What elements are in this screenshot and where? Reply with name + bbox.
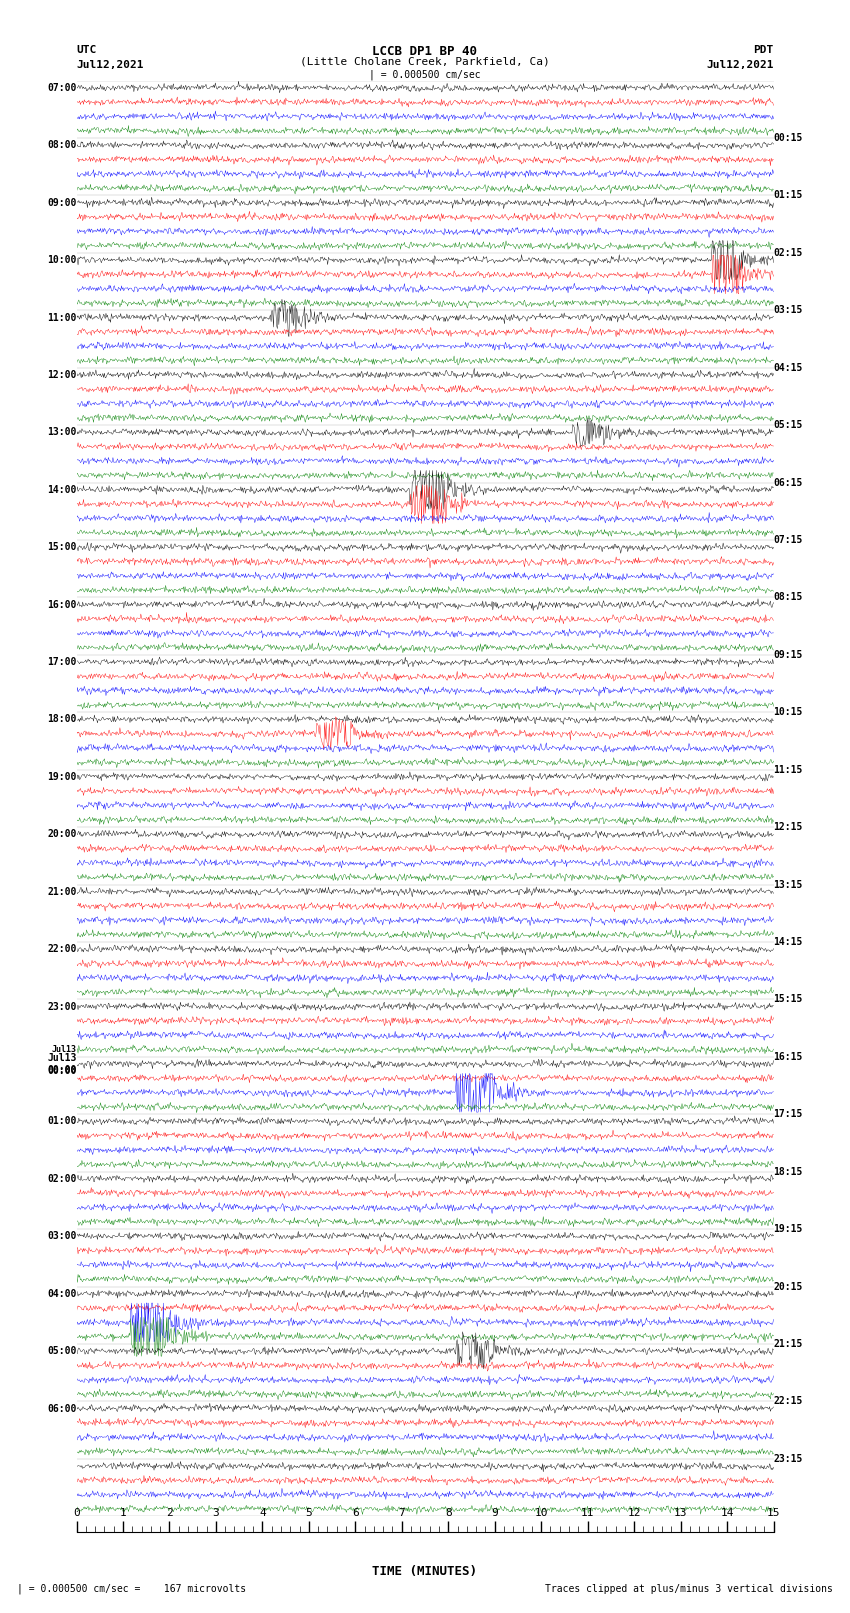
Text: 05:00: 05:00	[47, 1347, 76, 1357]
Text: | = 0.000500 cm/sec: | = 0.000500 cm/sec	[369, 69, 481, 81]
Text: 03:15: 03:15	[774, 305, 803, 315]
Text: 15:00: 15:00	[47, 542, 76, 552]
Text: Traces clipped at plus/minus 3 vertical divisions: Traces clipped at plus/minus 3 vertical …	[545, 1584, 833, 1594]
Text: 06:15: 06:15	[774, 477, 803, 487]
Text: 07:15: 07:15	[774, 536, 803, 545]
Text: 18:15: 18:15	[774, 1166, 803, 1176]
Text: 16:00: 16:00	[47, 600, 76, 610]
Text: LCCB DP1 BP 40: LCCB DP1 BP 40	[372, 45, 478, 58]
Text: | = 0.000500 cm/sec =    167 microvolts: | = 0.000500 cm/sec = 167 microvolts	[17, 1584, 246, 1595]
Text: 17:15: 17:15	[774, 1110, 803, 1119]
Text: 18:00: 18:00	[47, 715, 76, 724]
Text: 11:15: 11:15	[774, 765, 803, 774]
Text: 21:00: 21:00	[47, 887, 76, 897]
Text: 20:15: 20:15	[774, 1282, 803, 1292]
Text: 09:15: 09:15	[774, 650, 803, 660]
Text: 07:00: 07:00	[47, 82, 76, 94]
Text: 14:00: 14:00	[47, 486, 76, 495]
Text: 10:00: 10:00	[47, 255, 76, 265]
Text: 00:00: 00:00	[47, 1066, 76, 1076]
Text: 23:15: 23:15	[774, 1453, 803, 1463]
Text: Jul13
00:00: Jul13 00:00	[47, 1053, 76, 1074]
Text: 21:15: 21:15	[774, 1339, 803, 1348]
Text: 13:15: 13:15	[774, 879, 803, 889]
Text: (Little Cholane Creek, Parkfield, Ca): (Little Cholane Creek, Parkfield, Ca)	[300, 56, 550, 66]
Text: 15:15: 15:15	[774, 995, 803, 1005]
Text: 13:00: 13:00	[47, 427, 76, 437]
Text: 09:00: 09:00	[47, 198, 76, 208]
Text: 20:00: 20:00	[47, 829, 76, 839]
Text: Jul12,2021: Jul12,2021	[76, 60, 144, 69]
Text: PDT: PDT	[753, 45, 774, 55]
Text: 01:00: 01:00	[47, 1116, 76, 1126]
Text: 19:15: 19:15	[774, 1224, 803, 1234]
Text: UTC: UTC	[76, 45, 97, 55]
Text: TIME (MINUTES): TIME (MINUTES)	[372, 1565, 478, 1578]
Text: 02:00: 02:00	[47, 1174, 76, 1184]
Text: 11:00: 11:00	[47, 313, 76, 323]
Text: 14:15: 14:15	[774, 937, 803, 947]
Text: 02:15: 02:15	[774, 248, 803, 258]
Text: 22:00: 22:00	[47, 944, 76, 955]
Text: 12:00: 12:00	[47, 369, 76, 381]
Text: 01:15: 01:15	[774, 190, 803, 200]
Text: Jul12,2021: Jul12,2021	[706, 60, 774, 69]
Text: 12:15: 12:15	[774, 823, 803, 832]
Text: 08:00: 08:00	[47, 140, 76, 150]
Text: 22:15: 22:15	[774, 1397, 803, 1407]
Text: 08:15: 08:15	[774, 592, 803, 602]
Text: 05:15: 05:15	[774, 421, 803, 431]
Text: Jul13: Jul13	[52, 1045, 76, 1055]
Text: 04:00: 04:00	[47, 1289, 76, 1298]
Text: 10:15: 10:15	[774, 708, 803, 718]
Text: 23:00: 23:00	[47, 1002, 76, 1011]
Text: 00:15: 00:15	[774, 134, 803, 144]
Text: 19:00: 19:00	[47, 773, 76, 782]
Text: 16:15: 16:15	[774, 1052, 803, 1061]
Text: 03:00: 03:00	[47, 1231, 76, 1242]
Text: 17:00: 17:00	[47, 656, 76, 668]
Text: 04:15: 04:15	[774, 363, 803, 373]
Text: 06:00: 06:00	[47, 1403, 76, 1413]
